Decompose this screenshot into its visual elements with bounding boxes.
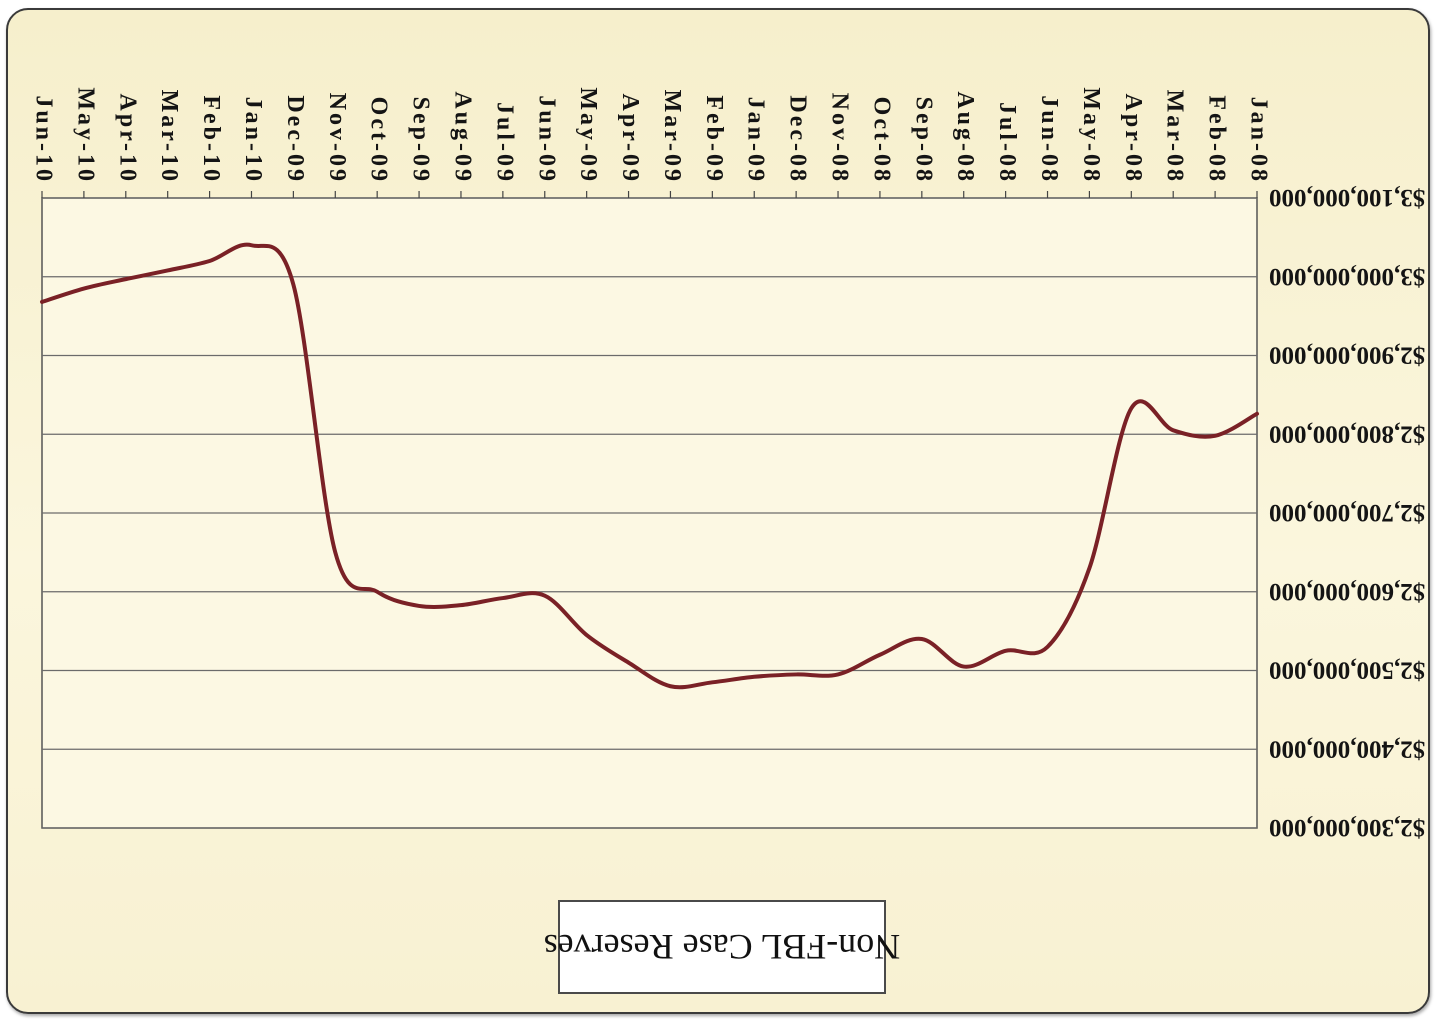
x-tick-label: Sep-09: [408, 97, 434, 184]
data-point: [1046, 645, 1050, 649]
data-point: [333, 550, 337, 554]
y-tick-label: $3,000,000,000: [1269, 263, 1425, 290]
x-tick-label: May-10: [72, 87, 98, 184]
x-tick-label: Jan-10: [240, 97, 266, 184]
series-line-non-fbl-case-reserves: [40, 242, 1259, 690]
x-tick-label: Jun-09: [533, 95, 559, 184]
data-point: [501, 596, 505, 600]
legend-label: Non-FBL Case Reserves: [543, 927, 901, 967]
data-point: [40, 300, 44, 304]
x-tick-label: Apr-09: [617, 94, 643, 184]
x-tick-label: Oct-09: [366, 97, 392, 184]
legend: Non-FBL Case Reserves: [544, 900, 900, 994]
x-tick-label: Jan-08: [1245, 97, 1271, 184]
x-tick-label: May-08: [1078, 87, 1104, 184]
data-point: [668, 684, 672, 688]
x-tick-label: Sep-08: [910, 97, 936, 184]
data-point: [710, 680, 714, 684]
x-tick-label: Apr-08: [1120, 94, 1146, 184]
x-tick-label: Nov-09: [324, 93, 350, 184]
y-tick-label: $2,500,000,000: [1269, 657, 1425, 684]
y-tick-label: $2,300,000,000: [1269, 814, 1425, 841]
x-tick-label: Jul-08: [994, 102, 1020, 184]
data-point: [291, 283, 295, 287]
x-tick-label: Jun-10: [30, 95, 56, 184]
data-point: [417, 604, 421, 608]
x-tick-label: Apr-10: [114, 94, 140, 184]
y-tick-label: $2,600,000,000: [1269, 578, 1425, 605]
data-point: [249, 243, 253, 247]
x-tick-label: Dec-09: [282, 95, 308, 184]
x-tick-label: Feb-08: [1204, 95, 1230, 184]
data-point: [1213, 434, 1217, 438]
data-point: [962, 665, 966, 669]
data-point: [627, 661, 631, 665]
x-tick-label: Oct-08: [868, 97, 894, 184]
data-point: [836, 672, 840, 676]
data-point: [1171, 428, 1175, 432]
data-point: [375, 590, 379, 594]
data-point: [543, 594, 547, 598]
data-point: [1004, 649, 1008, 653]
x-tick-label: Feb-10: [198, 95, 224, 184]
x-tick-label: Nov-08: [827, 93, 853, 184]
x-tick-label: Aug-08: [952, 91, 978, 184]
x-tick-label: Aug-09: [449, 91, 475, 184]
x-tick-label: Jul-09: [491, 102, 517, 184]
data-point: [166, 268, 170, 272]
data-point: [878, 653, 882, 657]
data-point: [208, 259, 212, 263]
data-point: [1255, 412, 1259, 416]
y-tick-label: $2,700,000,000: [1269, 499, 1425, 526]
x-tick-label: Dec-08: [785, 95, 811, 184]
x-tick-label: May-09: [575, 87, 601, 184]
y-tick-label: $3,100,000,000: [1269, 184, 1425, 211]
y-tick-label: $2,900,000,000: [1269, 342, 1425, 369]
data-point: [82, 287, 86, 291]
x-tick-label: Jan-09: [743, 97, 769, 184]
x-tick-label: Mar-10: [156, 90, 182, 184]
data-point: [459, 603, 463, 607]
data-point: [585, 633, 589, 637]
data-point: [794, 672, 798, 676]
data-point: [1087, 566, 1091, 570]
x-tick-label: Feb-09: [701, 95, 727, 184]
data-point: [124, 277, 128, 281]
data-point: [920, 637, 924, 641]
data-point: [1129, 406, 1133, 410]
x-tick-label: Jun-08: [1036, 95, 1062, 184]
y-tick-label: $2,400,000,000: [1269, 735, 1425, 762]
y-tick-label: $2,800,000,000: [1269, 420, 1425, 447]
x-tick-label: Mar-08: [1162, 90, 1188, 184]
data-point: [752, 675, 756, 679]
x-tick-label: Mar-09: [659, 90, 685, 184]
